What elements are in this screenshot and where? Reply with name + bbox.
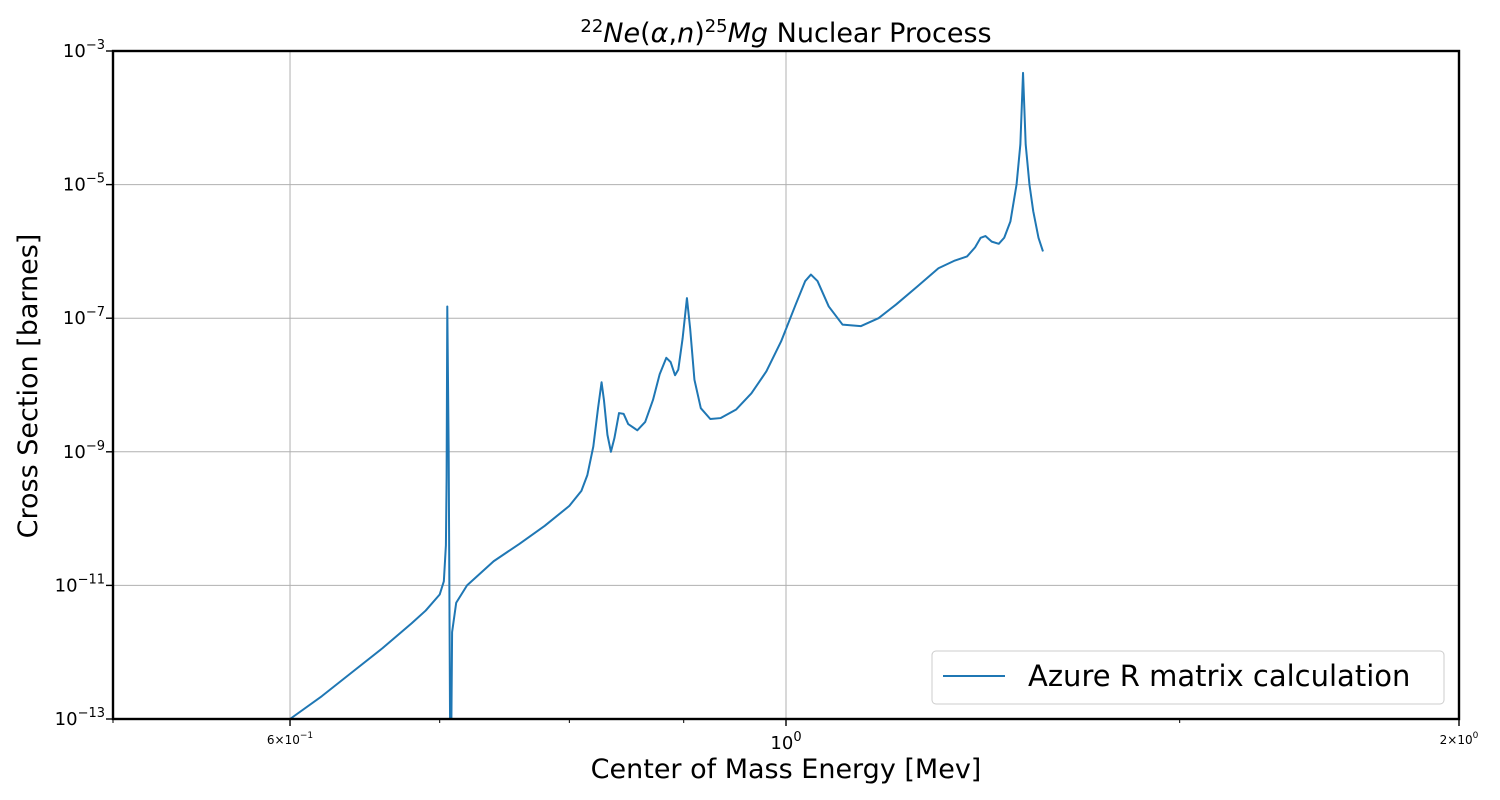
title-reactant: Ne: [603, 18, 640, 49]
y-tick-label: 10−3: [63, 38, 105, 62]
y-tick-base: 10: [55, 709, 78, 730]
title-suffix: Nuclear Process: [768, 18, 992, 49]
title-pre-superscript: 22: [580, 16, 603, 37]
legend-box: [931, 650, 1445, 705]
x-tick-exponent: −1: [300, 731, 313, 741]
title-comma: ,: [668, 18, 677, 49]
x-tick-mantissa: 6×: [267, 733, 285, 747]
y-tick-label: 10−13: [55, 706, 105, 730]
y-tick-exponent: −7: [86, 305, 105, 320]
x-tick-exponent: 0: [793, 730, 801, 745]
y-tick-label: 10−11: [55, 572, 105, 596]
x-tick-base: 10: [770, 733, 793, 754]
chart-title: 22Ne(α,n)25Mg Nuclear Process: [580, 16, 991, 49]
y-tick-label: 10−5: [63, 172, 105, 196]
title-open-paren: (: [640, 18, 651, 49]
title-alpha: α: [651, 18, 669, 49]
title-close-paren: ): [694, 18, 705, 49]
y-tick-base: 10: [55, 575, 78, 596]
title-neutron: n: [677, 18, 694, 49]
x-tick-label: 100: [770, 730, 801, 754]
x-tick-base: 10: [285, 733, 300, 747]
axes-frame: [111, 49, 1461, 721]
y-tick-exponent: −3: [86, 38, 105, 53]
y-tick-base: 10: [63, 308, 86, 329]
legend: Azure R matrix calculation: [931, 650, 1445, 705]
y-axis-label: Cross Section [barnes]: [13, 234, 44, 539]
x-tick-base: 10: [1457, 733, 1472, 747]
y-tick-exponent: −5: [86, 172, 105, 187]
title-post-superscript: 25: [705, 16, 728, 37]
x-tick-label: 2×100: [1440, 731, 1479, 747]
y-tick-base: 10: [63, 41, 86, 62]
y-tick-base: 10: [63, 442, 86, 463]
y-tick-exponent: −9: [86, 439, 105, 454]
y-tick-label: 10−7: [63, 305, 105, 329]
y-tick-base: 10: [63, 175, 86, 196]
x-tick-exponent: 0: [1473, 731, 1479, 741]
y-tick-exponent: −11: [78, 572, 105, 587]
x-tick-mantissa: 2×: [1440, 733, 1458, 747]
y-tick-label: 10−9: [63, 439, 105, 463]
legend-label: Azure R matrix calculation: [1028, 659, 1410, 693]
x-tick-label: 6×10−1: [267, 731, 313, 747]
y-tick-exponent: −13: [78, 706, 105, 721]
title-product: Mg: [728, 18, 768, 49]
x-axis-label: Center of Mass Energy [Mev]: [591, 754, 982, 785]
